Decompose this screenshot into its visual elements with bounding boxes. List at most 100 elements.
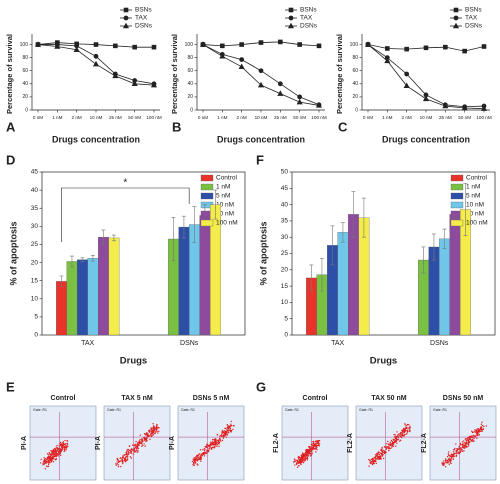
- legend-label: 1 nM: [216, 184, 230, 191]
- event-dot: [405, 433, 408, 435]
- y-tick-label: 20: [352, 94, 358, 100]
- event-dot: [152, 431, 154, 434]
- marker: [257, 81, 265, 88]
- event-dot: [154, 430, 156, 432]
- event-dot: [447, 462, 449, 464]
- bar: [439, 238, 450, 336]
- y-tick-label: 60: [22, 68, 28, 74]
- event-dot: [304, 460, 306, 462]
- event-dot: [393, 441, 396, 444]
- event-dot: [192, 464, 194, 466]
- event-dot: [476, 428, 479, 430]
- event-dot: [141, 441, 143, 443]
- event-dot: [473, 431, 476, 433]
- x-tick-label: 10 nM: [90, 115, 103, 120]
- bar: [178, 226, 190, 336]
- event-dot: [315, 446, 317, 448]
- event-dot: [463, 442, 465, 444]
- event-dot: [461, 448, 463, 451]
- event-dot: [315, 440, 318, 443]
- legend-label: TAX: [465, 15, 478, 22]
- event-dot: [485, 425, 487, 427]
- event-dot: [311, 447, 314, 449]
- event-dot: [47, 463, 50, 466]
- y-tick-label: 0: [34, 332, 38, 339]
- event-dot: [465, 441, 467, 443]
- event-dot: [369, 462, 372, 465]
- event-dot: [130, 457, 133, 459]
- event-dot: [213, 446, 216, 448]
- plot-title: Control: [51, 395, 76, 402]
- event-dot: [51, 450, 54, 452]
- event-dot: [382, 457, 385, 460]
- event-dot: [204, 451, 206, 454]
- event-dot: [305, 454, 307, 457]
- event-dot: [306, 449, 309, 452]
- legend-label: 100 nM: [216, 220, 238, 227]
- legend-swatch: [450, 201, 464, 209]
- event-dot: [375, 459, 377, 461]
- event-dot: [146, 432, 148, 435]
- y-tick-label: 20: [187, 94, 193, 100]
- event-dot: [152, 434, 155, 436]
- marker: [297, 94, 303, 100]
- event-dot: [196, 454, 198, 457]
- legend-label: 100 nM: [466, 220, 488, 227]
- x-tick-label: 0 nM: [33, 115, 43, 120]
- event-dot: [482, 428, 484, 431]
- event-dot: [66, 442, 69, 445]
- event-dot: [127, 453, 130, 456]
- event-dot: [306, 453, 309, 455]
- y-tick-label: 100: [185, 42, 194, 48]
- x-axis-label: Drugs concentration: [52, 134, 140, 144]
- event-dot: [303, 460, 305, 462]
- event-dot: [394, 434, 396, 436]
- y-tick-label: 25: [31, 241, 39, 248]
- marker: [443, 44, 448, 50]
- event-dot: [128, 445, 131, 447]
- event-dot: [299, 462, 301, 465]
- event-dot: [150, 428, 152, 430]
- event-dot: [441, 462, 443, 464]
- event-dot: [156, 430, 158, 432]
- event-dot: [216, 443, 218, 446]
- legend-swatch: [200, 192, 214, 200]
- event-dot: [313, 441, 315, 444]
- bar: [108, 237, 120, 336]
- event-dot: [450, 454, 453, 456]
- event-dot: [61, 448, 64, 450]
- event-dot: [217, 441, 219, 444]
- event-dot: [126, 455, 129, 457]
- marker: [315, 102, 323, 108]
- event-dot: [462, 440, 465, 442]
- event-dot: [407, 430, 409, 433]
- y-tick-label: 40: [22, 81, 28, 87]
- event-dot: [464, 442, 467, 444]
- event-dot: [447, 458, 450, 461]
- event-dot: [144, 434, 147, 436]
- event-dot: [483, 425, 485, 428]
- event-dot: [138, 444, 140, 447]
- event-dot: [158, 430, 160, 433]
- event-dot: [406, 429, 409, 431]
- y-tick-label: 15: [281, 283, 289, 290]
- marker: [123, 15, 129, 21]
- event-dot: [59, 441, 62, 444]
- error-bar: [80, 257, 85, 262]
- y-tick-label: 60: [352, 68, 358, 74]
- legend-swatch: [200, 174, 214, 182]
- event-dot: [397, 436, 400, 439]
- event-dot: [208, 447, 211, 450]
- marker: [462, 48, 467, 54]
- legend-swatch: [200, 183, 214, 191]
- event-dot: [222, 432, 225, 434]
- event-dot: [150, 433, 152, 435]
- event-dot: [302, 457, 304, 460]
- event-dot: [218, 437, 221, 440]
- marker: [238, 63, 245, 69]
- event-dot: [215, 438, 217, 441]
- error-bar: [442, 228, 447, 249]
- event-dot: [308, 448, 310, 451]
- marker: [297, 42, 302, 47]
- event-dot: [140, 439, 143, 442]
